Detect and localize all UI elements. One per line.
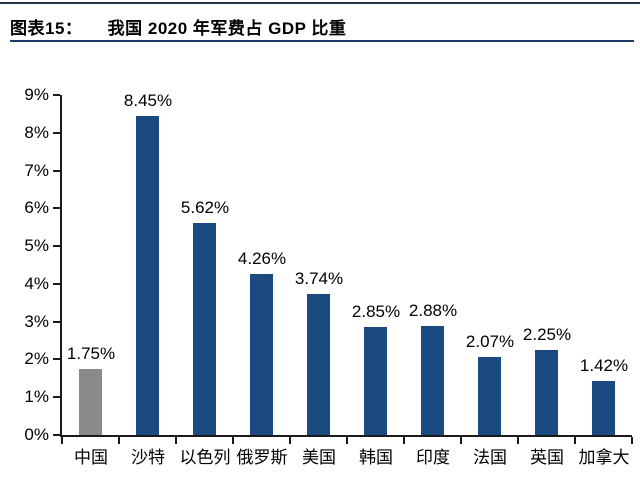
- y-tick: [53, 169, 60, 172]
- x-tick: [118, 437, 120, 444]
- x-tick: [61, 437, 63, 444]
- bar-俄罗斯: [250, 274, 273, 435]
- value-label-法国: 2.07%: [465, 332, 515, 351]
- y-tick: [53, 434, 60, 436]
- figure-title: 我国 2020 年军费占 GDP 比重: [107, 19, 347, 38]
- x-tick: [289, 437, 291, 444]
- bar-以色列: [193, 223, 216, 435]
- figure-number-label: 图表15：: [10, 19, 83, 38]
- y-tick-label: 4%: [24, 273, 49, 293]
- x-tick: [175, 437, 177, 444]
- figure-header: 图表15： 我国 2020 年军费占 GDP 比重: [10, 14, 634, 39]
- x-axis: [60, 435, 632, 437]
- x-tick: [403, 437, 405, 444]
- y-tick: [53, 320, 60, 323]
- x-tick: [232, 437, 234, 444]
- y-tick-label: 1%: [24, 387, 49, 407]
- bar-美国: [307, 294, 330, 435]
- value-label-美国: 3.74%: [294, 269, 344, 288]
- y-tick: [53, 245, 60, 248]
- x-tick: [631, 437, 633, 444]
- value-label-英国: 2.25%: [522, 325, 572, 344]
- value-label-韩国: 2.85%: [351, 302, 401, 321]
- category-label-中国: 中国: [74, 448, 108, 468]
- category-label-俄罗斯: 俄罗斯: [236, 448, 288, 468]
- y-tick: [53, 358, 60, 361]
- y-tick-label: 9%: [24, 85, 49, 104]
- y-axis: [60, 95, 62, 437]
- bar-沙特: [136, 116, 159, 435]
- y-tick: [53, 94, 60, 96]
- top-divider: [0, 2, 640, 4]
- y-tick: [53, 131, 60, 134]
- x-tick: [574, 437, 576, 444]
- value-label-以色列: 5.62%: [180, 198, 230, 217]
- y-tick-label: 0%: [24, 425, 49, 444]
- x-tick: [517, 437, 519, 444]
- bar-法国: [478, 357, 501, 435]
- y-tick-label: 6%: [24, 198, 49, 218]
- y-tick: [53, 282, 60, 285]
- value-label-加拿大: 1.42%: [579, 356, 629, 375]
- x-tick: [460, 437, 462, 444]
- y-tick-label: 2%: [24, 349, 49, 369]
- value-label-沙特: 8.45%: [123, 91, 173, 110]
- bar-印度: [421, 326, 444, 435]
- value-label-印度: 2.88%: [408, 301, 458, 320]
- value-label-中国: 1.75%: [66, 344, 116, 363]
- category-label-韩国: 韩国: [359, 448, 393, 468]
- category-label-加拿大: 加拿大: [578, 448, 630, 468]
- category-label-以色列: 以色列: [179, 448, 231, 468]
- y-tick-label: 8%: [24, 122, 49, 142]
- bar-加拿大: [592, 381, 615, 435]
- category-label-英国: 英国: [530, 448, 564, 468]
- y-tick-label: 3%: [24, 311, 49, 331]
- y-tick-label: 7%: [24, 160, 49, 180]
- y-tick: [53, 396, 60, 399]
- bar-中国: [79, 369, 102, 435]
- y-tick: [53, 207, 60, 210]
- bar-韩国: [364, 327, 387, 435]
- x-tick: [346, 437, 348, 444]
- category-label-沙特: 沙特: [131, 448, 165, 468]
- y-tick-label: 5%: [24, 236, 49, 256]
- category-label-美国: 美国: [302, 448, 336, 468]
- category-label-印度: 印度: [416, 448, 450, 468]
- value-label-俄罗斯: 4.26%: [237, 249, 287, 268]
- category-label-法国: 法国: [473, 448, 507, 468]
- title-underline: [10, 40, 634, 42]
- bar-英国: [535, 350, 558, 435]
